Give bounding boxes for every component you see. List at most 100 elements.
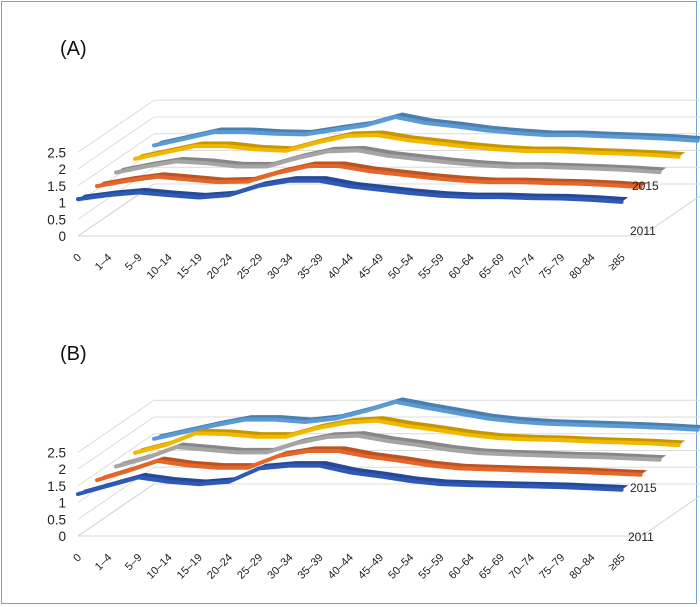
data-point-2013-16	[597, 455, 601, 459]
x-tick-label: 70–74	[507, 252, 537, 282]
data-point-2015-16	[635, 136, 639, 139]
data-point-2014-4	[254, 435, 258, 439]
data-point-2013-1	[144, 456, 148, 460]
data-point-2014-14	[556, 438, 560, 442]
data-point-2014-15	[586, 439, 590, 443]
chart-panel-b: 00.511.522.50 1–4 5–9 10–14 15–19 20–24 25–29 3…	[47, 343, 700, 582]
data-point-2013-6	[295, 156, 299, 160]
data-point-2014-7	[345, 134, 348, 138]
data-point-2013-18	[658, 458, 661, 462]
x-tick-label: 15–19	[175, 552, 205, 582]
data-point-2014-3	[224, 144, 228, 148]
data-point-2014-17	[647, 153, 650, 157]
data-point-2012-12	[458, 179, 461, 182]
x-tick-label: 0	[71, 552, 84, 565]
data-point-2015-16	[635, 425, 639, 429]
y-tick-label: 1.5	[47, 179, 66, 194]
data-point-2014-12	[496, 436, 499, 440]
data-point-2011-15	[529, 196, 533, 200]
data-point-2015-11	[484, 416, 488, 420]
data-point-2011-14	[499, 484, 503, 488]
data-point-2013-4	[235, 450, 239, 454]
data-point-2014-16	[616, 440, 620, 444]
x-tick-label: 50–54	[386, 252, 416, 282]
data-point-2011-15	[529, 485, 533, 488]
y-tick-label: 1	[58, 196, 66, 211]
side-gridline	[77, 116, 155, 170]
x-tick-label: 25–29	[235, 252, 265, 282]
x-tick-label: 20–24	[205, 252, 235, 282]
data-point-2014-4	[254, 148, 258, 151]
data-point-2014-0	[133, 451, 137, 455]
data-point-2014-16	[616, 152, 620, 155]
data-point-2015-3	[243, 418, 247, 422]
data-point-2012-17	[609, 472, 612, 475]
x-tick-label: 80–84	[567, 252, 597, 282]
data-point-2015-8	[394, 115, 397, 119]
data-point-2015-15	[605, 424, 609, 428]
x-tick-label: 60–64	[447, 252, 477, 282]
data-point-2015-7	[364, 123, 367, 127]
data-point-2015-13	[545, 133, 548, 137]
data-point-2014-1	[163, 151, 167, 154]
data-point-2011-0	[76, 197, 80, 201]
x-tick-label: 15–19	[175, 252, 205, 282]
data-point-2012-18	[639, 473, 642, 477]
data-point-2012-3	[186, 178, 190, 181]
series-ribbon-2013	[116, 431, 667, 467]
data-point-2015-11	[484, 129, 488, 132]
data-point-2013-12	[477, 451, 480, 455]
data-point-2012-0	[95, 478, 99, 482]
y-tick-label: 0	[58, 229, 66, 244]
data-point-2012-10	[397, 173, 401, 176]
data-point-2011-1	[106, 484, 110, 488]
data-point-2011-0	[76, 492, 80, 496]
data-point-2015-5	[303, 133, 307, 136]
data-point-2012-16	[578, 182, 582, 186]
data-point-2014-5	[284, 435, 288, 439]
data-point-2012-10	[397, 459, 401, 463]
data-point-2011-10	[378, 474, 382, 478]
data-point-2015-4	[273, 132, 277, 136]
floor-right-edge	[641, 195, 700, 237]
data-point-2013-15	[567, 166, 571, 170]
data-point-2015-18	[696, 428, 699, 432]
data-point-2013-3	[205, 448, 209, 452]
data-point-2011-3	[167, 480, 171, 484]
data-point-2014-12	[496, 148, 499, 151]
x-tick-label: 45–49	[356, 252, 386, 282]
data-point-2015-4	[273, 418, 277, 422]
data-point-2011-11	[408, 479, 412, 483]
side-gridline	[77, 433, 155, 487]
data-point-2011-6	[257, 466, 261, 470]
data-point-2011-16	[559, 485, 563, 489]
data-point-2014-18	[677, 443, 680, 447]
y-tick-label: 2.5	[47, 145, 66, 160]
data-point-2011-12	[439, 194, 442, 198]
data-point-2015-0	[152, 437, 156, 441]
data-point-2011-13	[469, 483, 472, 487]
data-point-2012-15	[548, 469, 552, 473]
x-tick-label: 55–59	[416, 552, 446, 582]
data-point-2012-6	[276, 454, 280, 458]
data-point-2014-2	[194, 431, 197, 435]
data-point-2013-11	[446, 161, 450, 164]
x-tick-label: 75–79	[537, 252, 567, 282]
series-ribbon-2015	[154, 112, 700, 146]
data-point-2014-7	[345, 421, 348, 425]
side-gridline	[77, 416, 155, 470]
data-point-2012-4	[216, 180, 220, 184]
data-point-2013-14	[537, 453, 541, 457]
data-point-2015-15	[605, 135, 609, 138]
data-point-2011-5	[227, 193, 231, 197]
data-point-2014-13	[526, 437, 529, 441]
y-tick-label: 0.5	[47, 212, 66, 227]
data-point-2015-17	[666, 137, 669, 141]
data-point-2013-9	[386, 439, 390, 443]
data-point-2013-0	[114, 171, 118, 174]
data-point-2015-18	[696, 139, 699, 143]
data-point-2015-9	[424, 121, 428, 125]
y-tick-label: 0.5	[47, 512, 66, 527]
floor-left-edge	[77, 483, 155, 537]
